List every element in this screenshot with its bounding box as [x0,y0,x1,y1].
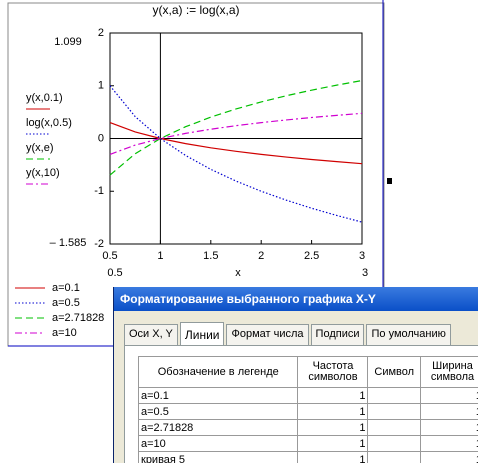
frequency-cell: 1 [297,419,369,436]
x-tick-label: 1.5 [203,250,218,262]
x-axis-label: x [235,267,241,279]
y-max-label: 1.099 [54,36,82,48]
symbol-cell [367,387,421,404]
y-tick-label: 2 [98,27,104,39]
x-tick-label: 0.5 [102,250,117,262]
column-header: Ширина символа [419,356,478,388]
tab[interactable]: Формат числа [226,324,309,345]
frequency-cell: 1 [297,387,369,404]
y-tick-label: -1 [94,185,104,197]
series-line [109,79,363,176]
width-cell: 1 [419,451,478,463]
legend-label: a=0.1 [52,282,80,294]
width-cell: 1 [419,387,478,404]
symbol-cell [367,451,421,463]
table-row[interactable]: a=1011 [137,435,478,452]
tab[interactable]: Оси X, Y [124,324,178,345]
width-cell: 1 [419,435,478,452]
series-line [109,85,363,223]
x-min-label: 0.5 [107,267,122,279]
y-tick-label: -2 [94,238,104,250]
symbol-cell [367,419,421,436]
x-tick-label: 1 [157,250,163,262]
lines-table: Обозначение в легенде Частота символов Сим… [137,356,478,463]
x-tick-label: 2 [258,250,264,262]
legend-label: a=0.5 [52,297,80,309]
legend-cell: кривая 5 [137,451,299,463]
column-header: Частота символов [297,356,369,388]
legend-cell: a=10 [137,435,299,452]
frequency-cell: 1 [297,451,369,463]
column-header: Символ [367,356,421,388]
tab-strip: Оси X, Y Линии Формат числа Подписи По умолч… [124,322,453,345]
column-header: Обозначение в легенде [137,356,299,388]
series-line [109,122,363,165]
legend-label: a=10 [52,327,77,339]
legend-label: a=2.71828 [52,312,104,324]
trace-label: y(x,0.1) [26,92,63,104]
legend-cell: a=2.71828 [137,419,299,436]
table-row[interactable]: a=0.111 [137,387,478,404]
format-dialog: Форматирование выбранного графика X-Y Об… [113,287,478,463]
x-tick-label: 3 [359,250,365,262]
x-max-label: 3 [362,267,368,279]
table-row[interactable]: a=0.511 [137,403,478,420]
y-min-label: – 1.585 [50,237,87,249]
table-row[interactable]: a=2.7182811 [137,419,478,436]
dialog-title: Форматирование выбранного графика X-Y [114,287,478,311]
width-cell: 1 [419,419,478,436]
tab-panel: Обозначение в легенде Частота символов Сим… [124,345,478,463]
tab[interactable]: Линии [179,322,225,345]
y-tick-label: 1 [98,80,104,92]
frequency-cell: 1 [297,435,369,452]
resize-handle[interactable] [387,178,392,184]
trace-label: y(x,e) [26,142,54,154]
frequency-cell: 1 [297,403,369,420]
y-tick-label: 0 [98,132,104,144]
table-row[interactable]: кривая 511 [137,451,478,463]
symbol-cell [367,435,421,452]
trace-label: log(x,0.5) [26,117,72,129]
tab[interactable]: Подписи [310,324,365,345]
symbol-cell [367,403,421,420]
legend-cell: a=0.1 [137,387,299,404]
trace-label: y(x,10) [26,167,60,179]
chart-title: y(x,a) := log(x,a) [152,3,239,17]
tab[interactable]: По умолчанию [366,324,451,345]
series-line [109,112,363,155]
x-tick-label: 2.5 [304,250,319,262]
legend-cell: a=0.5 [137,403,299,420]
width-cell: 1 [419,403,478,420]
